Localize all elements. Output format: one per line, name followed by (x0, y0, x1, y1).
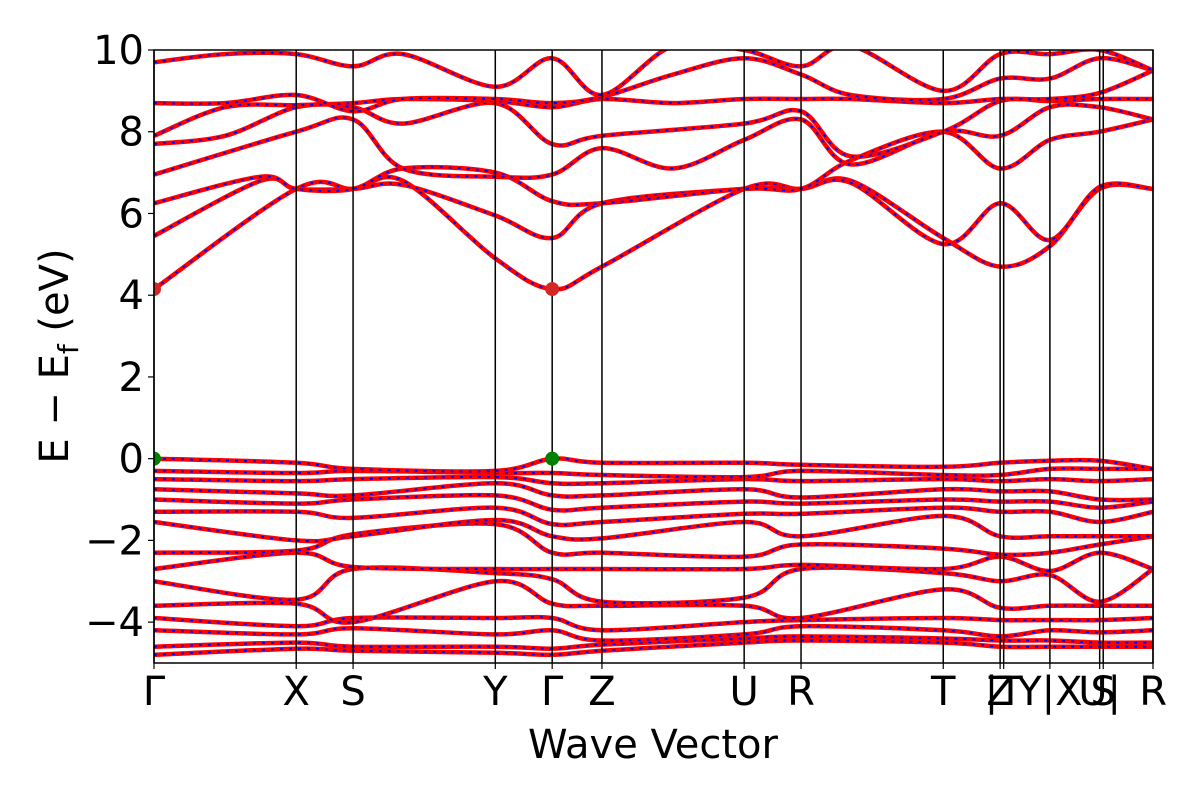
vbm-marker-1 (545, 451, 560, 466)
band-line-dash-11 (154, 482, 1153, 502)
x-tick-label-1: X (283, 669, 310, 715)
y-axis-label: E − Ef (eV) (32, 248, 85, 463)
band-line-17 (154, 117, 1153, 208)
band-line-dash-10 (154, 494, 1153, 512)
y-tick-label-7: 10 (93, 28, 144, 74)
plot-frame (153, 49, 1154, 664)
y-tick-label-4: 4 (119, 273, 144, 319)
cbm-marker-3 (545, 282, 560, 297)
x-tick-label-11: Y|X (1016, 669, 1082, 715)
band-line-4 (154, 578, 1153, 625)
band-line-dash-16 (154, 177, 1153, 246)
x-tick-label-7: R (787, 669, 815, 715)
band-line-dash-21 (154, 57, 1153, 113)
band-line-dash-9 (154, 506, 1153, 526)
y-axis-label-main: E − E (32, 354, 78, 464)
x-tick-label-0: Γ (143, 669, 166, 715)
y-tick-label-6: 8 (119, 110, 144, 156)
x-axis-label: Wave Vector (528, 722, 779, 768)
band-line-dash-3 (154, 616, 1153, 632)
band-line-18 (154, 102, 1153, 181)
y-tick-label-2: 0 (119, 437, 144, 483)
band-line-dash-5 (154, 566, 1153, 605)
x-tick-label-10: |T (985, 669, 1023, 715)
band-line-dash-13 (154, 467, 1153, 479)
band-line-dash-14 (154, 457, 1153, 473)
y-tick-label-3: 2 (119, 355, 144, 401)
y-axis-label-unit: (eV) (32, 248, 78, 344)
x-tick-label-13: S (1091, 669, 1116, 715)
y-tick-label-5: 6 (119, 191, 144, 237)
extrema-markers (154, 282, 560, 466)
band-line-dash-0 (154, 639, 1153, 656)
band-line-dash-8 (154, 514, 1153, 543)
y-tick-label-1: −2 (85, 518, 144, 564)
x-tick-label-5: Z (588, 669, 615, 715)
x-tick-label-3: Y (482, 669, 508, 715)
x-tick-label-9: Z (986, 669, 1013, 715)
x-tick-label-8: T (930, 669, 956, 715)
y-axis-label-subscript: f (52, 343, 85, 354)
x-tick-label-14: R (1139, 669, 1167, 715)
bands-layer (154, 50, 1153, 658)
band-line-dash-12 (154, 475, 1153, 485)
cbm-marker-2 (154, 282, 161, 297)
x-axis-ticks: Γ X S Y Γ Z U R T Z|TY|XU|S R (143, 663, 1167, 715)
y-tick-label-0: −4 (85, 600, 144, 646)
x-tick-label-4: Γ (541, 669, 564, 715)
band-line-6 (154, 550, 1153, 574)
x-tick-label-12: U| (1078, 669, 1121, 715)
band-line-dash-1 (154, 635, 1153, 650)
vbm-marker-0 (154, 451, 161, 466)
x-tick-label-2: S (340, 669, 365, 715)
x-tick-label-6: U (730, 669, 759, 715)
y-axis-ticks: −4 −2 0 2 4 6 8 10 (85, 28, 154, 646)
band-line-dash-2 (154, 625, 1153, 642)
band-line-dash-15 (154, 175, 1153, 291)
